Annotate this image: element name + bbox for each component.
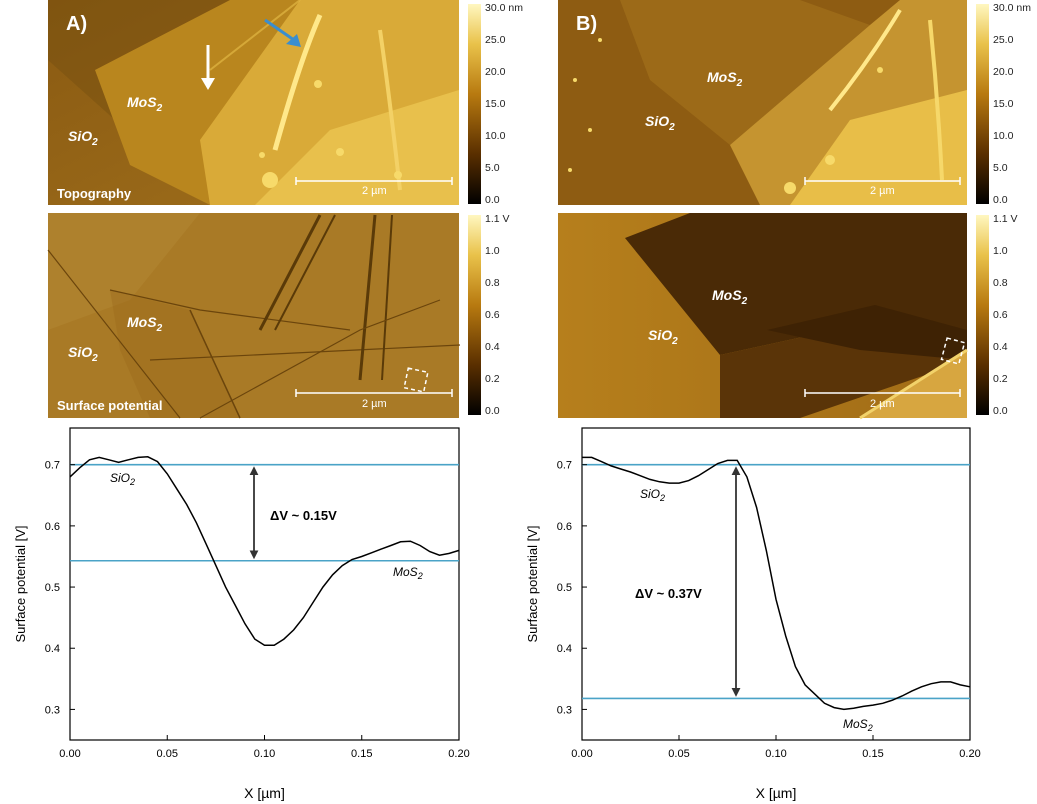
surface-potential-caption: Surface potential [57,398,162,413]
colorbar-ticks: 1.1 V 1.0 0.8 0.6 0.4 0.2 0.0 [485,213,510,417]
colorbar-tick-label: 0.0 [485,405,500,417]
colorbar-tick-label: 1.0 [993,245,1008,257]
colorbar-tick-label: 0.6 [993,309,1008,321]
data-series-line [69,456,460,646]
data-series-line [582,456,971,711]
y-axis-label: Surface potential [V] [525,525,540,642]
x-tick-label: 0.15 [351,748,372,760]
colorbar-tick-label: 0.4 [485,341,500,353]
colorbar-tick-label: 10.0 [993,130,1014,142]
y-tick-label: 0.4 [45,643,60,655]
y-tick-label: 0.6 [45,521,60,533]
colorbar [976,4,989,204]
colorbar-ticks: 30.0 nm 25.0 20.0 15.0 10.0 5.0 0.0 [485,2,523,206]
sio2-curve-label: SiO2 [110,471,135,487]
y-tick-label: 0.5 [45,582,60,594]
mos2-label: MoS2 [712,287,748,307]
panel-a-topography [48,0,459,205]
x-tick-label: 0.20 [448,748,469,760]
x-tick-label: 0.05 [157,748,178,760]
y-tick-label: 0.5 [557,582,572,594]
colorbar-tick-label: 25.0 [993,34,1014,46]
x-tick-label: 0.00 [59,748,80,760]
colorbar-tick-label: 1.1 V [993,213,1018,225]
y-tick-label: 0.7 [557,460,572,472]
y-tick-label: 0.3 [45,704,60,716]
mos2-curve-label: MoS2 [843,717,873,733]
colorbar-tick-label: 25.0 [485,34,506,46]
sio2-label: SiO2 [645,113,675,133]
colorbar-tick-label: 0.6 [485,309,500,321]
y-tick-label: 0.6 [557,521,572,533]
y-tick-label: 0.4 [557,643,572,655]
colorbar-ticks: 1.1 V 1.0 0.8 0.6 0.4 0.2 0.0 [993,213,1018,417]
colorbar-tick-label: 1.0 [485,245,500,257]
x-tick-label: 0.10 [765,748,786,760]
sio2-label: SiO2 [68,128,98,148]
colorbar-tick-label: 15.0 [993,98,1014,110]
panel-a-potential [47,213,461,419]
colorbar-tick-label: 15.0 [485,98,506,110]
colorbar [468,4,481,204]
colorbar-tick-label: 20.0 [993,66,1014,78]
colorbar-tick-label: 0.4 [993,341,1008,353]
scalebar-label: 2 µm [870,398,895,410]
white-arrow-icon [201,78,215,90]
x-tick-label: 0.00 [571,748,592,760]
sio2-curve-label: SiO2 [640,487,665,503]
line-chart-b: 0.00 0.05 0.10 0.15 0.20 0.3 0.4 0.5 0.6 0.7 X [µm… [525,427,981,801]
colorbar-tick-label: 30.0 nm [993,2,1031,14]
blue-arrow-icon [286,34,301,47]
scalebar-label: 2 µm [362,185,387,197]
colorbar-tick-label: 5.0 [993,162,1008,174]
colorbar-tick-label: 10.0 [485,130,506,142]
line-chart-a: 0.00 0.05 0.10 0.15 0.20 0.3 0.4 0.5 0.6 0.7 X [µm… [13,427,470,801]
topography-caption: Topography [57,186,132,201]
colorbar-tick-label: 0.2 [993,373,1008,385]
mos2-label: MoS2 [707,69,743,89]
colorbar-tick-label: 20.0 [485,66,506,78]
plot-frame [581,427,971,741]
delta-v-annotation: ΔV ~ 0.15V [270,508,337,523]
colorbar-tick-label: 0.2 [485,373,500,385]
scalebar-label: 2 µm [362,398,387,410]
x-tick-label: 0.05 [668,748,689,760]
panel-b-label: B) [576,13,597,35]
mos2-label: MoS2 [127,314,163,334]
y-axis-label: Surface potential [V] [13,525,28,642]
colorbar-tick-label: 0.0 [993,194,1008,206]
y-tick-label: 0.7 [45,460,60,472]
sio2-label: SiO2 [648,327,678,347]
colorbar [976,215,989,415]
x-axis-label: X [µm] [244,785,285,801]
scalebar-label: 2 µm [870,185,895,197]
mos2-label: MoS2 [127,94,163,114]
colorbar-ticks: 30.0 nm 25.0 20.0 15.0 10.0 5.0 0.0 [993,2,1031,206]
x-tick-label: 0.10 [254,748,275,760]
colorbar-tick-label: 0.0 [993,405,1008,417]
colorbar-tick-label: 30.0 nm [485,2,523,14]
x-tick-label: 0.15 [862,748,883,760]
colorbar [468,215,481,415]
sio2-label: SiO2 [68,344,98,364]
x-tick-label: 0.20 [959,748,980,760]
colorbar-tick-label: 0.8 [993,277,1008,289]
delta-v-annotation: ΔV ~ 0.37V [635,586,702,601]
y-tick-label: 0.3 [557,704,572,716]
panel-b-potential [558,213,968,420]
panel-a-label: A) [66,13,87,35]
colorbar-tick-label: 1.1 V [485,213,510,225]
colorbar-tick-label: 5.0 [485,162,500,174]
x-axis-label: X [µm] [756,785,797,801]
panel-b-topography [558,0,967,205]
colorbar-tick-label: 0.8 [485,277,500,289]
mos2-curve-label: MoS2 [393,565,423,581]
colorbar-tick-label: 0.0 [485,194,500,206]
